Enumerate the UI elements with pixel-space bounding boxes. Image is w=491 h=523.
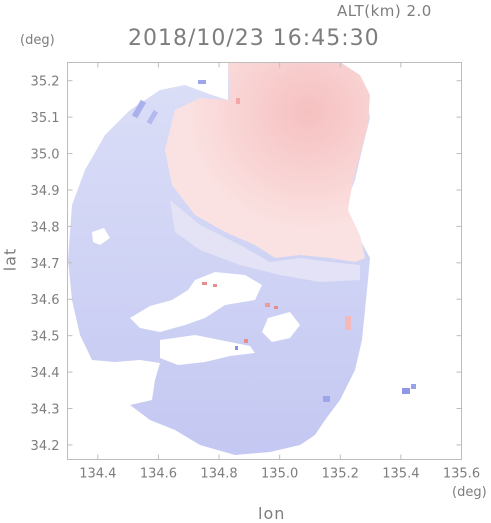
x-axis-label: lon [258, 504, 286, 523]
x-axis-ticks: 134.4 134.6 134.8 135.0 135.2 135.4 135.6 [79, 62, 480, 482]
y-tick-label: 34.5 [31, 330, 60, 345]
transition-band [170, 200, 360, 282]
echo-gap-east [262, 312, 300, 342]
echo-gap-north [130, 272, 262, 332]
x-tick-label: 135.2 [322, 467, 359, 482]
y-axis-ticks: 34.2 34.3 34.4 34.5 34.6 34.7 34.8 34.9 35.0 35.1… [31, 75, 462, 454]
echo-gap-west [92, 228, 110, 245]
y-tick-label: 35.2 [31, 75, 60, 90]
axes-frame [67, 62, 462, 460]
x-tick-label: 135.0 [261, 467, 298, 482]
altitude-label: ALT(km) 2.0 [337, 2, 432, 20]
x-tick-label: 135.6 [443, 467, 480, 482]
y-tick-label: 34.8 [31, 220, 60, 235]
doppler-field [68, 62, 416, 455]
x-tick-label: 134.6 [140, 467, 177, 482]
x-axis-unit: (deg) [452, 485, 487, 500]
y-axis-unit: (deg) [20, 33, 55, 48]
y-tick-label: 34.4 [31, 366, 60, 381]
y-tick-label: 34.9 [31, 184, 60, 199]
y-tick-label: 34.3 [31, 403, 60, 418]
y-tick-label: 34.6 [31, 293, 60, 308]
speckles [131, 80, 416, 402]
timestamp-title: 2018/10/23 16:45:30 [128, 26, 380, 51]
x-tick-label: 135.4 [382, 467, 419, 482]
echo-gap-south [160, 335, 255, 365]
y-tick-label: 34.7 [31, 257, 60, 272]
y-tick-label: 34.2 [31, 439, 60, 454]
x-tick-label: 134.4 [79, 467, 116, 482]
x-tick-label: 134.8 [200, 467, 237, 482]
y-tick-label: 35.1 [31, 111, 60, 126]
y-tick-label: 35.0 [31, 148, 60, 163]
receding-region [165, 62, 370, 262]
